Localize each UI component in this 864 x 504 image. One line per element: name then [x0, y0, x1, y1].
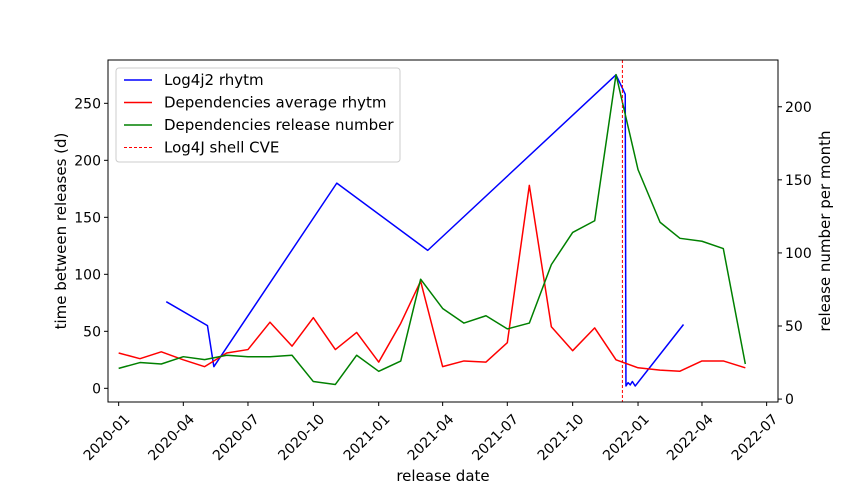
- y-right-tick-label: 150: [785, 173, 812, 189]
- legend-entry-label: Log4J shell CVE: [164, 139, 279, 157]
- x-tick-label: 2022-01: [600, 411, 653, 464]
- y-right-tick-label: 50: [785, 319, 803, 335]
- y-left-tick-label: 250: [74, 96, 101, 112]
- x-tick-label: 2021-07: [469, 411, 522, 464]
- y-left-tick-label: 50: [83, 324, 101, 340]
- legend-entry-label: Dependencies release number: [164, 116, 394, 134]
- x-tick-label: 2020-10: [275, 411, 328, 464]
- y-axis-left-label: time between releases (d): [52, 133, 70, 330]
- x-tick-label: 2021-10: [535, 411, 588, 464]
- y-left-tick-label: 150: [74, 210, 101, 226]
- x-tick-label: 2020-01: [81, 411, 134, 464]
- y-right-tick-label: 0: [785, 392, 794, 408]
- series-log4j2-rhytm-line: [165, 74, 685, 387]
- y-right-tick-label: 200: [785, 100, 812, 116]
- legend-entry-label: Log4j2 rhytm: [164, 71, 264, 89]
- y-left-tick-label: 200: [74, 153, 101, 169]
- x-tick-label: 2021-04: [405, 411, 458, 464]
- x-tick-label: 2021-01: [341, 411, 394, 464]
- x-tick-label: 2022-07: [729, 411, 782, 464]
- series-dependencies-release-number-line: [118, 73, 747, 386]
- legend: Log4j2 rhytm Dependencies average rhytm De…: [115, 67, 401, 163]
- y-left-tick-label: 0: [92, 381, 101, 397]
- x-tick-label: 2020-07: [210, 411, 263, 464]
- x-tick-label: 2022-04: [664, 411, 717, 464]
- series-layer: [118, 60, 747, 402]
- x-axis-label: release date: [396, 467, 489, 485]
- legend-box: [115, 67, 401, 163]
- legend-entry-label: Dependencies average rhytm: [164, 94, 386, 112]
- y-right-tick-label: 100: [785, 246, 812, 262]
- x-tick-label: 2020-04: [145, 411, 198, 464]
- y-left-tick-label: 100: [74, 267, 101, 283]
- y-axis-right-label: release number per month: [816, 130, 834, 331]
